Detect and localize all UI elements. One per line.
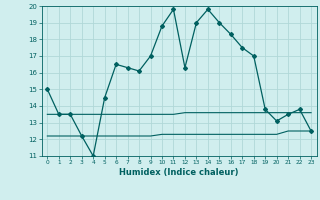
X-axis label: Humidex (Indice chaleur): Humidex (Indice chaleur) [119, 168, 239, 177]
